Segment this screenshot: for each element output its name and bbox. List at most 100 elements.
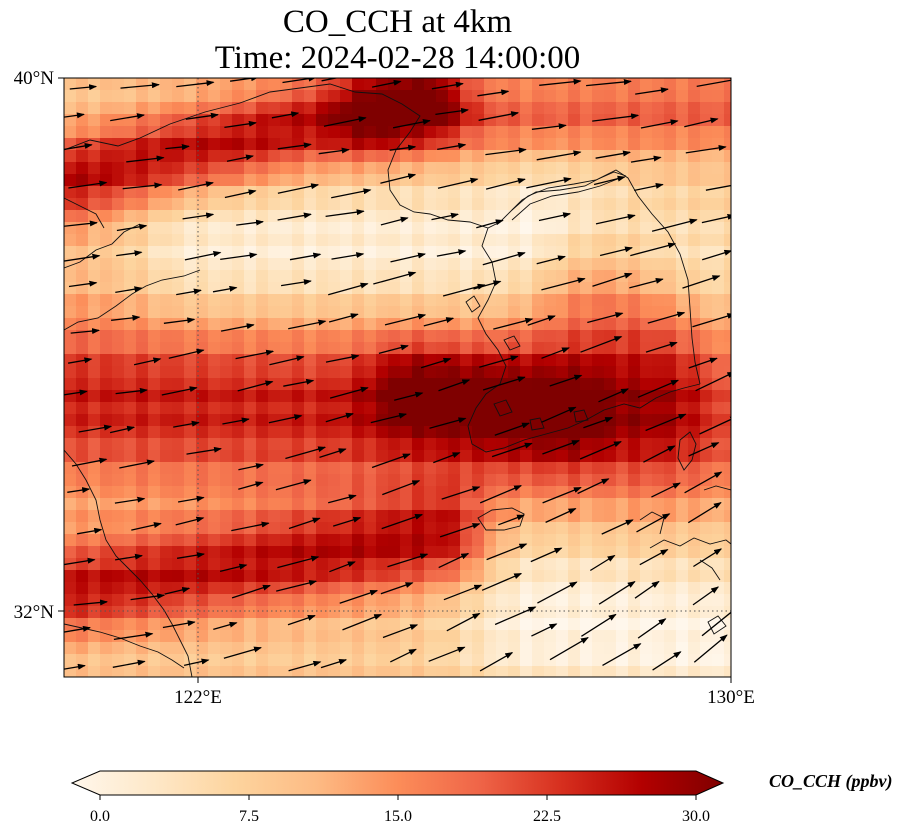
- field-cell: [568, 234, 581, 247]
- field-cell: [424, 330, 437, 343]
- wind-arrow: [493, 317, 534, 330]
- field-cell: [196, 354, 209, 367]
- field-cell: [340, 78, 353, 91]
- field-cell: [76, 186, 89, 199]
- field-cell: [424, 162, 437, 175]
- field-cell: [292, 258, 305, 271]
- field-cell: [364, 606, 377, 619]
- field-cell: [484, 174, 497, 187]
- field-cell: [64, 294, 77, 307]
- wind-arrow: [213, 621, 238, 631]
- field-cell: [616, 186, 629, 199]
- field-cell: [64, 426, 77, 439]
- field-cell: [220, 162, 233, 175]
- field-cell: [280, 234, 293, 247]
- wind-arrow: [701, 213, 731, 224]
- field-cell: [100, 282, 113, 295]
- field-cell: [196, 666, 209, 677]
- wind-arrow: [161, 386, 198, 396]
- field-cell: [436, 270, 449, 283]
- field-cell: [280, 210, 293, 223]
- field-cell: [676, 606, 689, 619]
- field-cell: [328, 90, 341, 103]
- field-cell: [436, 126, 449, 139]
- field-cell: [712, 462, 725, 475]
- field-cell: [484, 138, 497, 151]
- wind-arrow: [436, 249, 467, 257]
- field-cell: [436, 510, 449, 523]
- field-cell: [208, 534, 221, 547]
- field-cell: [256, 102, 269, 115]
- field-cell: [316, 534, 329, 547]
- field-cell: [316, 366, 329, 379]
- field-cell: [172, 162, 185, 175]
- field-cell: [496, 630, 509, 643]
- field-cell: [664, 462, 677, 475]
- field-cell: [280, 366, 293, 379]
- field-cell: [388, 306, 401, 319]
- field-cell: [676, 78, 689, 91]
- field-cell: [580, 390, 593, 403]
- field-cell: [484, 498, 497, 511]
- field-cell: [424, 282, 437, 295]
- field-cell: [412, 594, 425, 607]
- wind-arrow: [389, 144, 417, 151]
- field-cell: [496, 618, 509, 631]
- field-cell: [232, 342, 245, 355]
- field-cell: [124, 522, 137, 535]
- field-cell: [340, 354, 353, 367]
- field-cell: [340, 582, 353, 595]
- field-cell: [700, 330, 713, 343]
- field-cell: [532, 558, 545, 571]
- field-cell: [256, 342, 269, 355]
- field-cell: [316, 330, 329, 343]
- field-cell: [364, 594, 377, 607]
- field-cell: [232, 378, 245, 391]
- field-cell: [76, 126, 89, 139]
- field-cell: [160, 210, 173, 223]
- wind-arrow: [530, 547, 563, 563]
- wind-arrow: [238, 481, 264, 490]
- field-cell: [460, 594, 473, 607]
- wind-arrow: [130, 593, 166, 601]
- field-cell: [568, 606, 581, 619]
- field-cell: [136, 342, 149, 355]
- field-cell: [124, 330, 137, 343]
- field-cell: [88, 126, 101, 139]
- wind-arrow: [73, 599, 108, 606]
- field-cell: [316, 426, 329, 439]
- field-cell: [280, 498, 293, 511]
- field-cell: [328, 378, 341, 391]
- field-cell: [496, 414, 509, 427]
- field-cell: [496, 306, 509, 319]
- field-cell: [604, 546, 617, 559]
- wind-arrow: [637, 618, 667, 639]
- field-cell: [388, 354, 401, 367]
- field-cell: [436, 378, 449, 391]
- field-cell: [124, 582, 137, 595]
- field-cell: [652, 198, 665, 211]
- field-cell: [628, 366, 641, 379]
- wind-arrow: [115, 286, 143, 294]
- field-cell: [688, 258, 701, 271]
- wind-arrow: [320, 659, 348, 669]
- field-cell: [100, 642, 113, 655]
- field-cell: [580, 354, 593, 367]
- field-cell: [412, 378, 425, 391]
- field-cell: [616, 450, 629, 463]
- wind-arrow: [184, 250, 222, 261]
- field-cell: [556, 570, 569, 583]
- field-cell: [100, 654, 113, 667]
- field-cell: [592, 366, 605, 379]
- field-cell: [556, 198, 569, 211]
- wind-arrow: [119, 459, 155, 469]
- field-cell: [592, 570, 605, 583]
- field-cell: [508, 186, 521, 199]
- field-cell: [412, 582, 425, 595]
- field-cell: [184, 306, 197, 319]
- field-cell: [364, 546, 377, 559]
- field-cell: [268, 234, 281, 247]
- field-cell: [664, 450, 677, 463]
- wind-arrow: [165, 143, 190, 150]
- field-cell: [352, 78, 365, 91]
